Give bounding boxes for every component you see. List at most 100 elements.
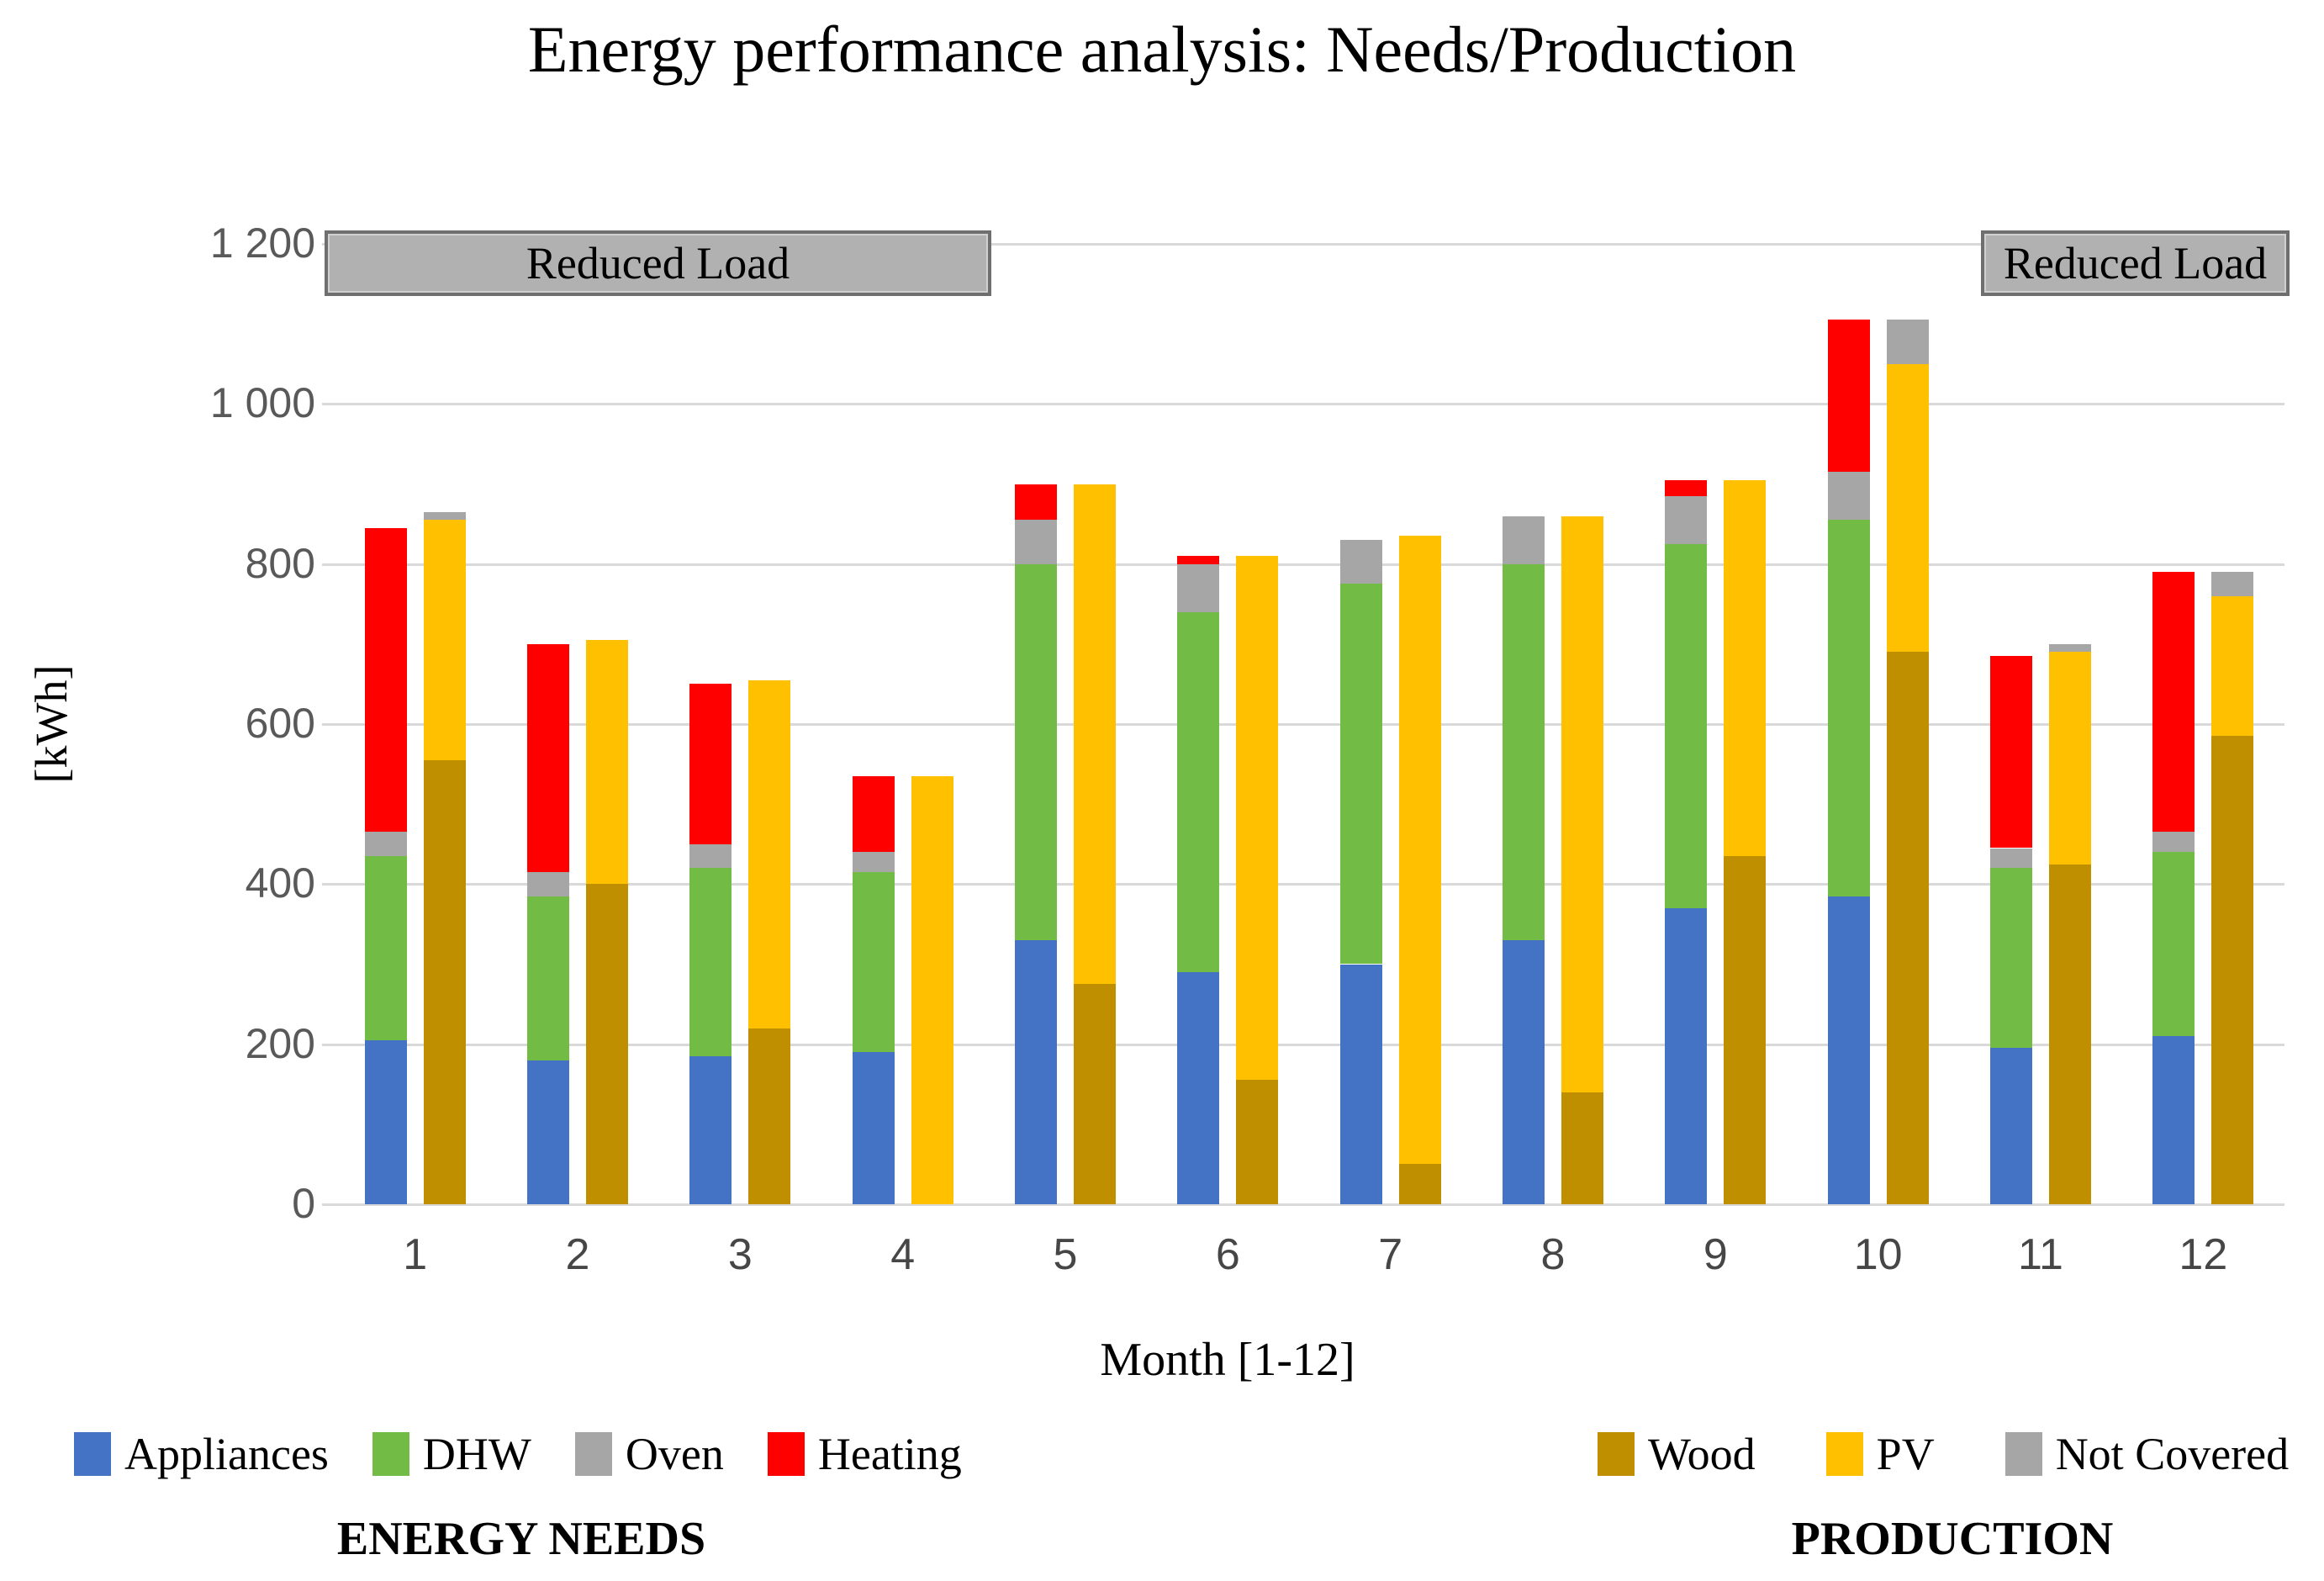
heating-swatch-icon	[767, 1432, 805, 1476]
bar-energy-needs-dhw-m1	[364, 856, 407, 1040]
y-tick-label-400: 400	[245, 859, 315, 907]
x-tick-label-8: 8	[1540, 1230, 1566, 1279]
y-tick-label-1000: 1 000	[209, 379, 315, 427]
bar-production-pv-m9	[1724, 479, 1767, 857]
x-tick-label-6: 6	[1215, 1230, 1240, 1279]
x-tick-label-3: 3	[727, 1230, 753, 1279]
pv-swatch-icon	[1825, 1432, 1863, 1476]
bar-energy-needs-dhw-m9	[1665, 543, 1708, 908]
bar-energy-needs-appliances-m2	[527, 1060, 569, 1204]
legend-label-dhw: DHW	[422, 1429, 531, 1479]
reduced-load-annotation-right: Reduced Load	[1981, 230, 2290, 296]
bar-energy-needs-heating-m1	[364, 527, 407, 833]
bar-production-wood-m11	[2049, 864, 2091, 1204]
bar-production-pv-m12	[2211, 595, 2254, 737]
x-tick-label-2: 2	[565, 1230, 590, 1279]
bar-energy-needs-dhw-m5	[1015, 563, 1057, 940]
legend-label-appliances: Appliances	[124, 1429, 329, 1479]
x-axis-title: Month [1-12]	[1100, 1334, 1355, 1386]
bar-production-not-covered-m1	[423, 511, 466, 521]
bar-energy-needs-dhw-m10	[1827, 520, 1870, 896]
bar-production-pv-m7	[1398, 536, 1441, 1165]
bar-energy-needs-heating-m9	[1665, 479, 1708, 496]
bar-energy-needs-heating-m4	[852, 775, 895, 853]
legend-item-wood: Wood	[1598, 1428, 1756, 1480]
bar-energy-needs-oven-m9	[1665, 495, 1708, 544]
bar-energy-needs-appliances-m11	[1990, 1048, 2032, 1204]
gridline-800	[322, 563, 2284, 566]
bar-energy-needs-oven-m6	[1177, 563, 1220, 612]
bar-energy-needs-heating-m5	[1015, 484, 1057, 521]
bar-energy-needs-dhw-m11	[1990, 868, 2032, 1049]
legend-item-not-covered: Not Covered	[2004, 1428, 2289, 1480]
bar-production-pv-m10	[1886, 363, 1929, 653]
bar-energy-needs-dhw-m7	[1339, 584, 1382, 965]
bar-energy-needs-appliances-m3	[689, 1055, 732, 1204]
energy-needs-caption: ENERGY NEEDS	[336, 1513, 706, 1565]
chart-title: Energy performance analysis: Needs/Produ…	[527, 13, 1797, 86]
reduced-load-annotation-left: Reduced Load	[325, 230, 991, 296]
bar-production-not-covered-m10	[1886, 320, 1929, 364]
bar-energy-needs-heating-m12	[2152, 572, 2195, 833]
dhw-swatch-icon	[372, 1432, 409, 1476]
y-tick-label-0: 0	[292, 1180, 315, 1227]
y-tick-label-600: 600	[245, 700, 315, 747]
bar-energy-needs-heating-m11	[1990, 656, 2032, 849]
legend-item-oven: Oven	[574, 1428, 724, 1480]
bar-energy-needs-oven-m11	[1990, 848, 2032, 869]
gridline-600	[322, 723, 2284, 726]
appliances-swatch-icon	[74, 1432, 111, 1476]
legend-production: Wood PV Not Covered	[1598, 1428, 2289, 1480]
x-tick-label-4: 4	[890, 1230, 916, 1279]
bar-energy-needs-dhw-m2	[527, 896, 569, 1060]
bar-production-pv-m2	[586, 640, 628, 885]
bar-energy-needs-oven-m10	[1827, 472, 1870, 521]
x-tick-label-12: 12	[2179, 1230, 2228, 1279]
legend-label-pv: PV	[1876, 1429, 1935, 1479]
bar-energy-needs-appliances-m6	[1177, 972, 1220, 1204]
bar-production-pv-m6	[1236, 556, 1279, 1081]
y-tick-label-1200: 1 200	[209, 219, 315, 267]
bar-energy-needs-heating-m6	[1177, 556, 1220, 564]
wood-swatch-icon	[1598, 1432, 1635, 1476]
bar-energy-needs-oven-m7	[1339, 540, 1382, 584]
legend-item-dhw: DHW	[372, 1428, 531, 1480]
legend-item-pv: PV	[1825, 1428, 1935, 1480]
oven-swatch-icon	[574, 1432, 612, 1476]
bar-energy-needs-appliances-m1	[364, 1039, 407, 1204]
bar-production-pv-m5	[1074, 484, 1116, 985]
bar-energy-needs-oven-m2	[527, 872, 569, 896]
bar-energy-needs-dhw-m8	[1503, 563, 1545, 940]
gridline-1000	[322, 403, 2284, 406]
x-tick-label-1: 1	[403, 1230, 428, 1279]
bar-energy-needs-oven-m5	[1015, 520, 1057, 564]
bar-production-pv-m3	[748, 679, 791, 1028]
bar-production-pv-m8	[1561, 516, 1603, 1092]
bar-energy-needs-dhw-m12	[2152, 852, 2195, 1037]
bar-production-wood-m3	[748, 1028, 791, 1204]
bar-energy-needs-appliances-m9	[1665, 907, 1708, 1204]
gridline-1200	[322, 243, 2284, 246]
legend-item-appliances: Appliances	[74, 1428, 329, 1480]
gridline-400	[322, 883, 2284, 886]
gridline-200	[322, 1043, 2284, 1046]
bar-production-wood-m8	[1561, 1092, 1603, 1204]
bar-energy-needs-dhw-m3	[689, 868, 732, 1056]
x-tick-label-9: 9	[1703, 1230, 1728, 1279]
bar-energy-needs-oven-m8	[1503, 516, 1545, 564]
bar-energy-needs-oven-m12	[2152, 832, 2195, 853]
bar-energy-needs-appliances-m8	[1503, 939, 1545, 1204]
bar-production-pv-m11	[2049, 652, 2091, 865]
legend-label-oven: Oven	[625, 1429, 724, 1479]
bar-production-pv-m1	[423, 520, 466, 760]
x-tick-label-10: 10	[1853, 1230, 1903, 1279]
y-axis-title: [kWh]	[26, 664, 77, 784]
bar-energy-needs-oven-m1	[364, 832, 407, 857]
bar-production-wood-m12	[2211, 736, 2254, 1204]
bar-production-wood-m1	[423, 759, 466, 1204]
production-caption: PRODUCTION	[1791, 1513, 2114, 1565]
gridline-0	[322, 1203, 2284, 1206]
bar-energy-needs-oven-m3	[689, 843, 732, 869]
